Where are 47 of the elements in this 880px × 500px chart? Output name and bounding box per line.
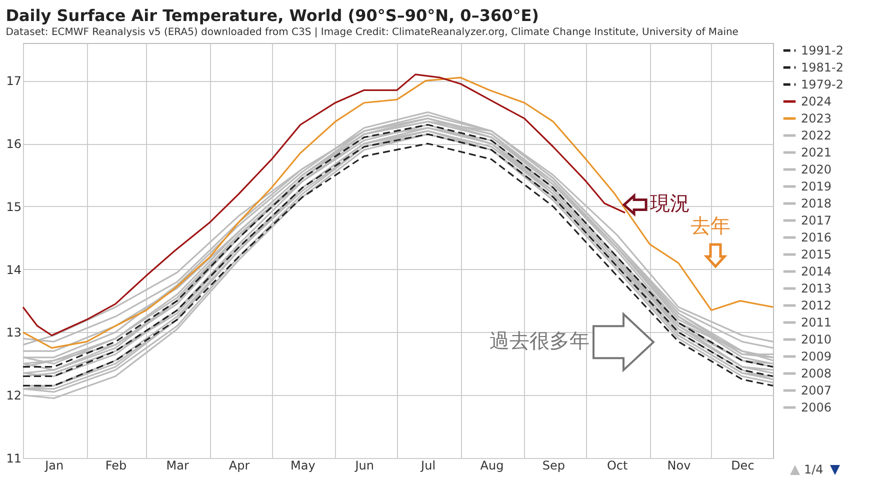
y-tick-label: 17	[6, 74, 22, 88]
legend-label: 2009	[801, 350, 832, 364]
x-tick-label: Apr	[228, 458, 250, 472]
legend-label: 2011	[801, 316, 832, 330]
x-tick-label: Aug	[480, 458, 504, 472]
legend-label: 2013	[801, 282, 832, 296]
x-tick-label: Dec	[731, 458, 754, 472]
x-tick-label: Jun	[354, 458, 374, 472]
y-tick-label: 14	[6, 262, 22, 277]
x-tick-label: Sep	[542, 458, 565, 472]
annotation: 現況	[650, 190, 690, 215]
annotation: 去年	[690, 214, 730, 238]
y-tick-label: 15	[6, 200, 22, 214]
legend-label: 2021	[801, 146, 832, 160]
chart-title: Daily Surface Air Temperature, World (90°S–90°N, 0–360°E)	[6, 6, 539, 25]
x-tick-label: May	[290, 458, 316, 472]
x-tick-label: Jul	[420, 458, 436, 472]
legend-label: 2016	[801, 230, 832, 244]
annotation: 過去很多年	[490, 328, 590, 352]
chart-subtitle: Dataset: ECMWF Reanalysis v5 (ERA5) downloaded from C3S | Image Credit: ClimateReanalyzer.org, Climate Change Institute, University of Maine	[6, 27, 738, 38]
x-tick-label: Nov	[667, 458, 691, 472]
legend-label: 2010	[801, 332, 832, 346]
legend-label: 1981-2	[801, 60, 844, 74]
x-tick-label: Feb	[105, 458, 127, 472]
legend-label: 2014	[801, 264, 832, 278]
legend-label: 1979-2	[801, 78, 844, 92]
y-tick-label: 12	[6, 388, 22, 403]
legend-label: 2019	[801, 180, 832, 194]
legend-label: 2006	[801, 400, 832, 414]
legend-label: 2018	[801, 196, 832, 210]
legend-label: 2024	[801, 94, 832, 108]
legend-label: 2012	[801, 298, 832, 312]
y-tick-label: 13	[6, 326, 22, 340]
y-tick-label: 16	[6, 137, 22, 152]
legend-label: 2020	[801, 162, 832, 176]
y-tick-label: 11	[6, 452, 22, 466]
legend-label: 1991-2	[801, 44, 844, 58]
x-tick-label: Jan	[44, 458, 64, 472]
legend-label: 2007	[801, 384, 832, 398]
legend-label: 2022	[801, 128, 832, 142]
x-tick-label: Oct	[606, 458, 628, 472]
legend-label: 2023	[801, 112, 832, 126]
legend-label: 2008	[801, 366, 832, 380]
text: 1/4	[804, 462, 824, 476]
x-tick-label: Mar	[166, 458, 189, 472]
legend-label: 2015	[801, 248, 832, 262]
legend-label: 2017	[801, 214, 832, 228]
